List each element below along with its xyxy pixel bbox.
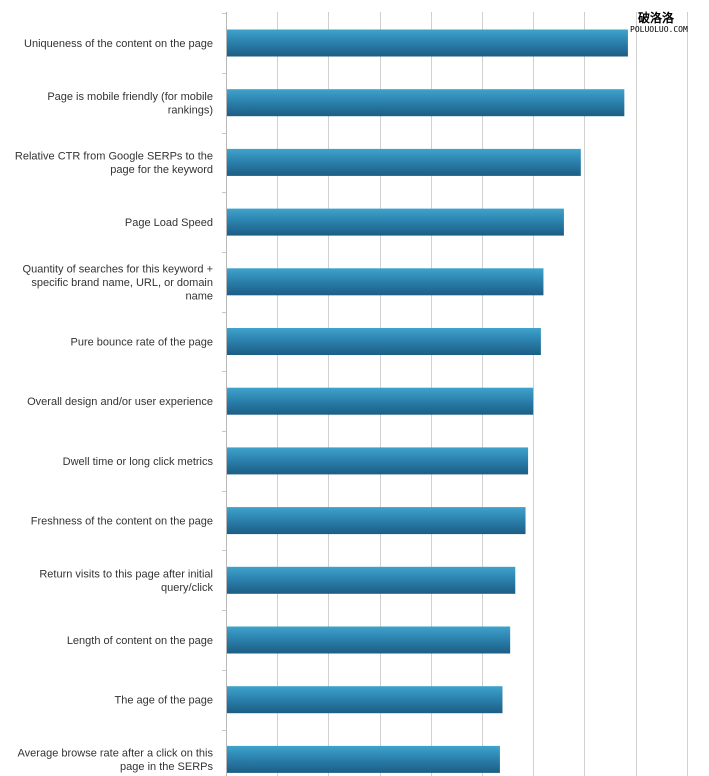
bar	[227, 29, 628, 57]
category-label-line: name	[185, 290, 213, 302]
category-labels: Uniqueness of the content on the page Pag…	[15, 38, 214, 773]
category-label: Length of content on the page	[67, 635, 213, 647]
bar	[227, 89, 625, 117]
bars	[227, 29, 628, 773]
category-label-line: Length of content on the page	[67, 635, 213, 647]
category-label-line: Freshness of the content on the page	[31, 516, 213, 528]
bar	[227, 626, 511, 654]
category-label-line: rankings)	[168, 104, 213, 116]
category-label: Freshness of the content on the page	[31, 516, 213, 528]
bar	[227, 447, 529, 475]
category-label-line: Pure bounce rate of the page	[71, 337, 214, 349]
category-label-line: Relative CTR from Google SERPs to the	[15, 151, 213, 163]
category-label: Page is mobile friendly (for mobile ranki…	[47, 91, 213, 117]
category-label: Uniqueness of the content on the page	[24, 38, 213, 50]
category-label: Relative CTR from Google SERPs to the pag…	[15, 151, 213, 177]
bar	[227, 686, 503, 714]
category-label: Quantity of searches for this keyword + s…	[23, 263, 213, 302]
bar	[227, 328, 541, 355]
bar	[227, 208, 564, 236]
category-label-line: Overall design and/or user experience	[27, 396, 213, 408]
category-label: Pure bounce rate of the page	[71, 337, 214, 349]
category-label: Return visits to this page after initial…	[39, 569, 213, 595]
category-label-line: query/click	[161, 582, 213, 594]
category-label-line: page for the keyword	[110, 164, 213, 176]
category-label-line: page in the SERPs	[120, 761, 213, 773]
category-label: Page Load Speed	[125, 217, 213, 229]
category-label: Overall design and/or user experience	[27, 396, 213, 408]
category-label-line: Return visits to this page after initial	[39, 569, 213, 581]
bar	[227, 507, 526, 535]
category-label: Dwell time or long click metrics	[63, 456, 214, 468]
category-label: Average browse rate after a click on thi…	[18, 748, 214, 774]
category-label-line: Dwell time or long click metrics	[63, 456, 214, 468]
category-label-line: Page is mobile friendly (for mobile	[47, 91, 213, 103]
category-label-line: Uniqueness of the content on the page	[24, 38, 213, 50]
category-label-line: Page Load Speed	[125, 217, 213, 229]
watermark-domain: POLUOLUO.COM	[630, 25, 688, 34]
category-label-line: Average browse rate after a click on thi…	[18, 748, 214, 760]
bar	[227, 148, 581, 176]
category-label-line: specific brand name, URL, or domain	[31, 277, 213, 289]
bar	[227, 745, 500, 773]
bar	[227, 566, 516, 594]
category-label-line: The age of the page	[115, 695, 213, 707]
bar	[227, 387, 534, 415]
bar	[227, 268, 544, 296]
category-label-line: Quantity of searches for this keyword +	[23, 263, 213, 275]
category-label: The age of the page	[115, 695, 213, 707]
watermark-chinese: 破洛洛	[638, 11, 675, 25]
